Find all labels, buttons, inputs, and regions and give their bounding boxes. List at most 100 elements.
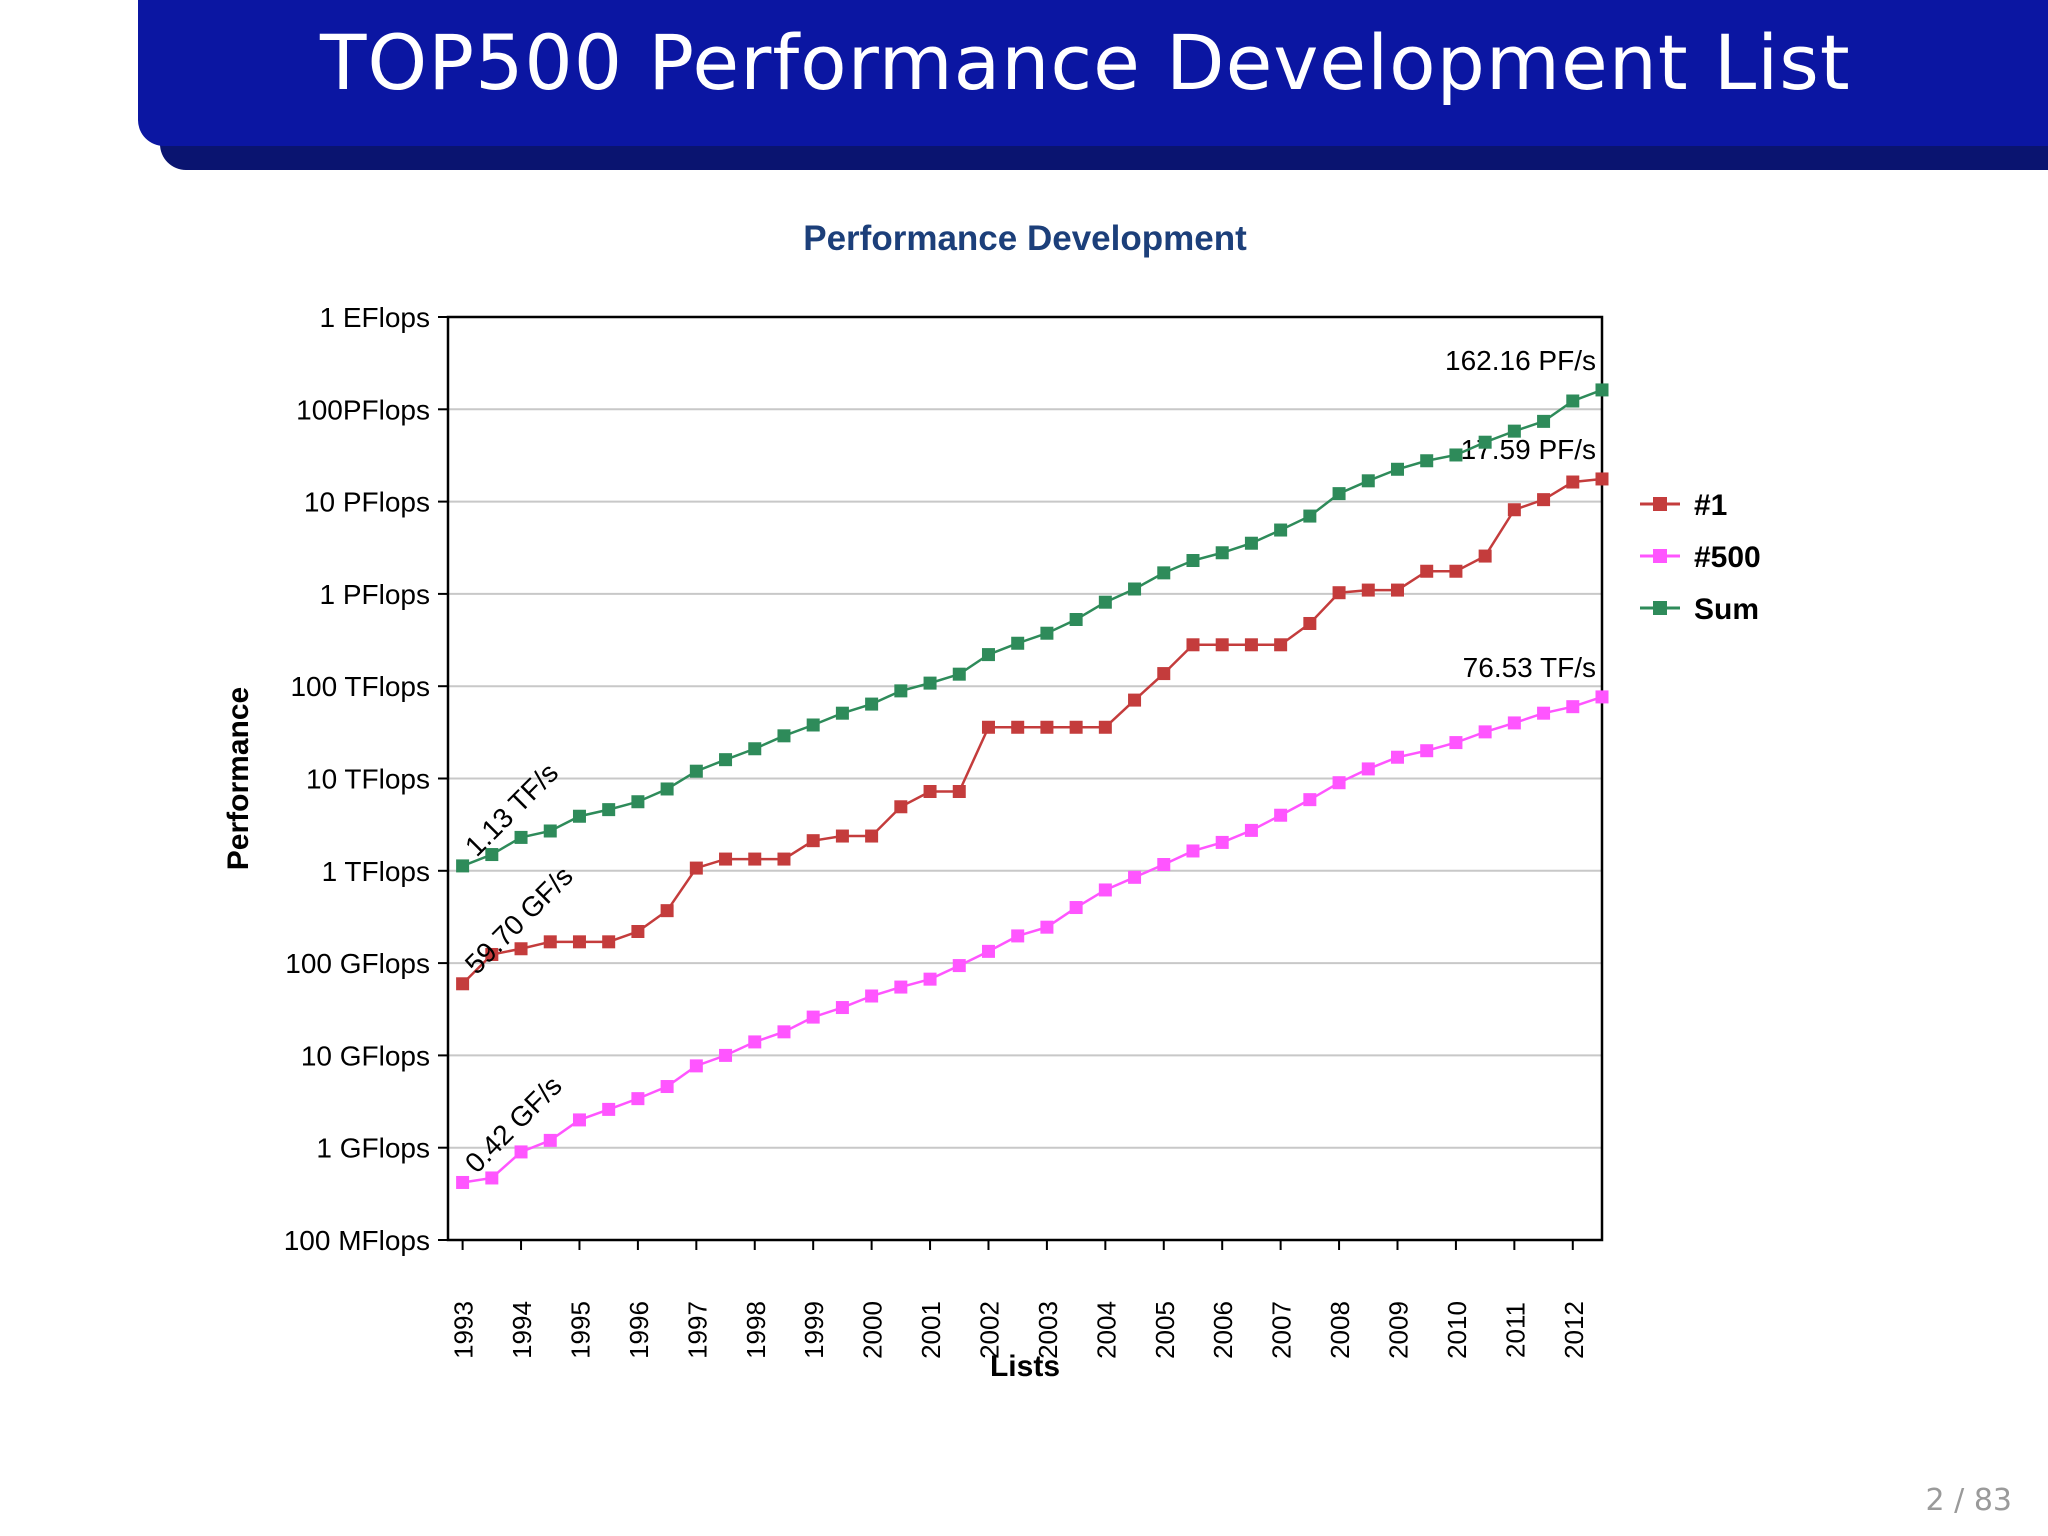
data-point (1537, 706, 1551, 720)
data-point (1361, 474, 1375, 488)
data-point (456, 1175, 470, 1189)
data-point (1449, 736, 1463, 750)
series-line (462, 695, 1603, 1184)
page-number: 2 / 83 (1925, 1483, 2012, 1518)
data-point (835, 1001, 849, 1015)
x-tick-label: 1996 (624, 1301, 654, 1359)
series-n500: 76.53 TF/s 0.42 GF/s (456, 652, 1609, 1189)
series-sum: 162.16 PF/s 1.13 TF/s (456, 345, 1609, 873)
data-point (1303, 616, 1317, 630)
data-point (865, 829, 879, 843)
data-point (1098, 883, 1112, 897)
data-point (1537, 493, 1551, 507)
data-point (1069, 613, 1083, 627)
data-point (1011, 636, 1025, 650)
data-point (485, 1171, 499, 1185)
data-point (1332, 586, 1346, 600)
data-point (719, 1048, 733, 1062)
data-point (806, 1010, 820, 1024)
data-point (1507, 424, 1521, 438)
data-point (602, 1102, 616, 1116)
data-point (1274, 638, 1288, 652)
data-point (952, 667, 966, 681)
legend-label: #1 (1694, 489, 1727, 522)
data-point (660, 782, 674, 796)
data-point (1186, 554, 1200, 568)
data-point (806, 718, 820, 732)
data-point (631, 795, 645, 809)
data-point (1595, 472, 1609, 486)
data-point (1303, 793, 1317, 807)
data-point (1595, 690, 1609, 704)
data-point (1069, 901, 1083, 915)
y-tick-label: 1 GFlops (316, 1133, 430, 1164)
data-point (1361, 583, 1375, 597)
series-n1: 17.59 PF/s59.70 GF/s (456, 434, 1609, 991)
data-point (1566, 394, 1580, 408)
data-point (1566, 700, 1580, 714)
data-point (660, 904, 674, 918)
plot-frame (446, 315, 1604, 1242)
data-point (777, 852, 791, 866)
data-point (1420, 454, 1434, 468)
x-tick-label: 2000 (858, 1301, 888, 1359)
data-point (952, 959, 966, 973)
series-line (462, 388, 1603, 868)
data-point (1390, 462, 1404, 476)
data-point (485, 848, 499, 862)
legend-marker (1653, 549, 1667, 563)
y-tick-label: 10 TFlops (306, 764, 430, 795)
legend-marker (1653, 601, 1667, 615)
data-point (1011, 929, 1025, 943)
chart-title: Performance Development (803, 219, 1247, 258)
series-line (461, 477, 1603, 985)
x-tick-label: 2008 (1325, 1301, 1355, 1359)
data-point (1215, 546, 1229, 560)
data-point (748, 742, 762, 756)
x-tick-label: 1998 (741, 1301, 771, 1359)
data-point (1128, 693, 1142, 707)
data-point (1478, 435, 1492, 449)
data-point (485, 947, 499, 961)
data-point (894, 980, 908, 994)
data-point (514, 1145, 528, 1159)
data-point (1157, 667, 1171, 681)
x-tick-label: 1993 (449, 1301, 479, 1359)
x-tick-label: 2004 (1091, 1301, 1121, 1359)
data-point (748, 852, 762, 866)
data-point (865, 697, 879, 711)
y-tick-label: 1 EFlops (320, 302, 431, 333)
data-point (1040, 720, 1054, 734)
data-point (894, 800, 908, 814)
y-tick-label: 100PFlops (296, 394, 430, 425)
data-point (1098, 595, 1112, 609)
data-point (1507, 503, 1521, 517)
x-tick-label: 1997 (682, 1301, 712, 1359)
data-point (514, 942, 528, 956)
data-point (1274, 523, 1288, 537)
x-tick-label: 2005 (1150, 1301, 1180, 1359)
data-point (1128, 582, 1142, 596)
data-point (1449, 564, 1463, 578)
start-value-label: 0.42 GF/s (459, 1070, 568, 1179)
data-point (1098, 720, 1112, 734)
data-point (748, 1035, 762, 1049)
x-tick-label: 1995 (565, 1301, 595, 1359)
data-point (1186, 638, 1200, 652)
data-point (543, 935, 557, 949)
data-point (572, 809, 586, 823)
data-point (981, 720, 995, 734)
end-value-label: 76.53 TF/s (1463, 652, 1596, 683)
data-point (689, 861, 703, 875)
data-point (923, 785, 937, 799)
data-point (543, 824, 557, 838)
y-tick-label: 10 GFlops (301, 1040, 430, 1071)
data-point (1186, 844, 1200, 858)
data-point (456, 977, 470, 991)
y-axis-label: Performance (222, 687, 255, 870)
data-point (1390, 750, 1404, 764)
legend-marker (1653, 497, 1667, 511)
y-tick-label: 100 GFlops (285, 948, 430, 979)
data-point (1215, 835, 1229, 849)
data-point (1507, 716, 1521, 730)
